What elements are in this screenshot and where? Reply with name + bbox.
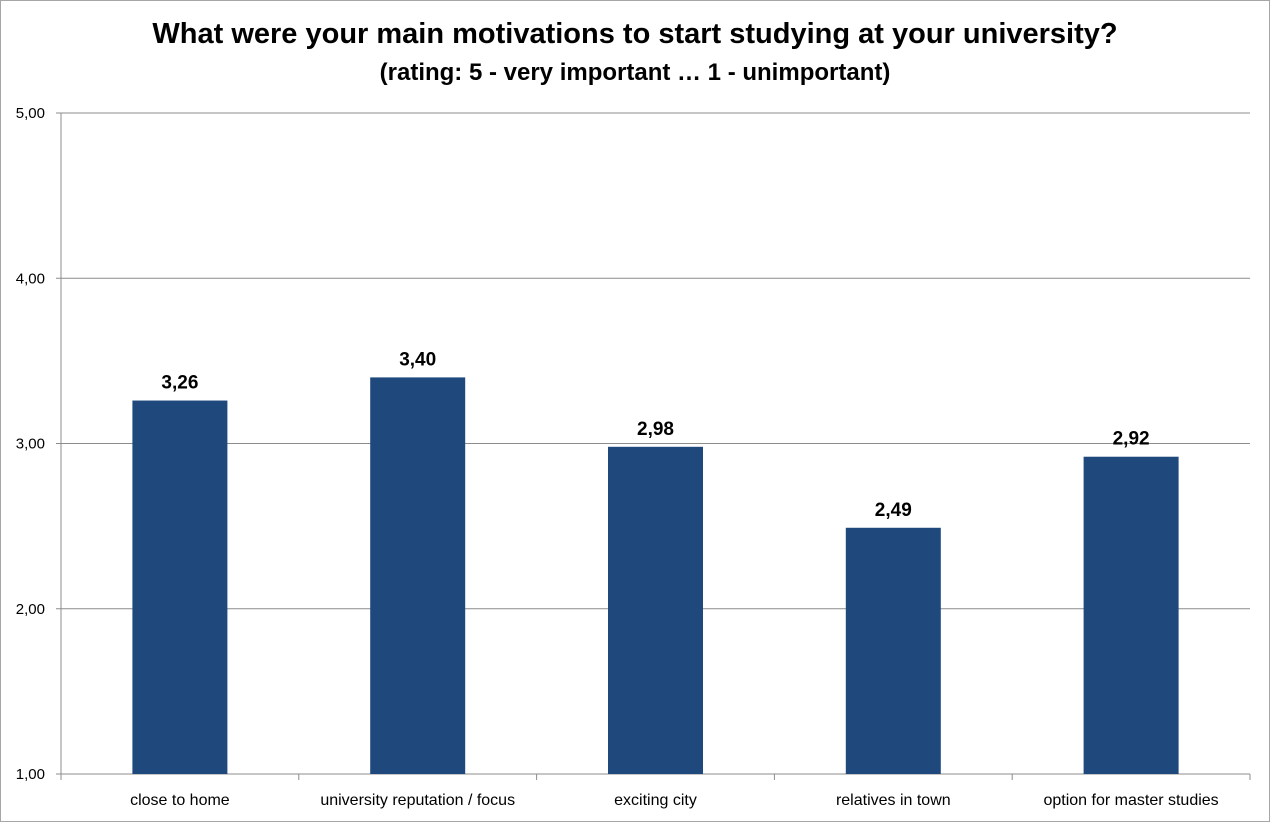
y-tick-label: 5,00 <box>16 105 45 122</box>
y-tick-label: 2,00 <box>16 601 45 618</box>
bar <box>845 527 941 774</box>
chart-title: What were your main motivations to start… <box>152 18 1118 50</box>
data-label: 3,26 <box>161 373 198 394</box>
data-label: 3,40 <box>399 349 436 370</box>
bar <box>1083 456 1179 774</box>
chart-subtitle: (rating: 5 - very important … 1 - unimpo… <box>379 59 891 86</box>
x-tick-label: university reputation / focus <box>320 792 515 809</box>
y-tick-label: 4,00 <box>16 270 45 287</box>
x-tick-label: relatives in town <box>836 792 951 809</box>
y-tick-label: 1,00 <box>16 766 45 783</box>
x-tick-label: exciting city <box>614 792 697 809</box>
bar <box>132 400 228 774</box>
x-tick-label: option for master studies <box>1043 792 1218 809</box>
data-label: 2,98 <box>637 419 674 440</box>
data-label: 2,92 <box>1113 429 1150 450</box>
bar <box>608 446 703 774</box>
x-tick-label: close to home <box>130 792 230 809</box>
y-tick-label: 3,00 <box>16 436 45 453</box>
data-label: 2,49 <box>875 500 912 521</box>
bar <box>370 377 466 774</box>
